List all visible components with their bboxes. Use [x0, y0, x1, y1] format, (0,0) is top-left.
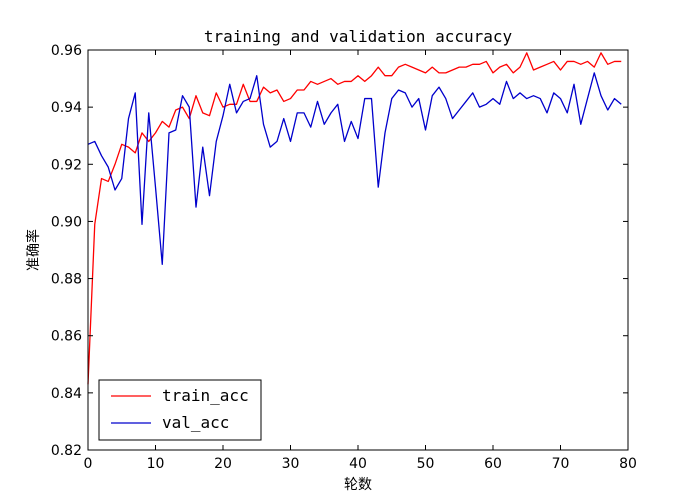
x-tick-label: 80 [619, 456, 637, 472]
legend-label-val-acc: val_acc [162, 413, 229, 432]
x-tick-label: 20 [214, 456, 232, 472]
x-tick-label: 0 [84, 456, 93, 472]
series-line-train-acc [87, 52, 622, 385]
y-tick-label: 0.86 [51, 329, 82, 345]
x-axis-label: 轮数 [344, 477, 372, 493]
y-tick-label: 0.88 [51, 272, 82, 288]
x-tick-label: 70 [552, 456, 570, 472]
x-tick-label: 50 [417, 456, 435, 472]
legend: train_acc val_acc [98, 379, 262, 441]
series-line-val-acc [87, 72, 622, 265]
x-tick-label: 30 [282, 456, 300, 472]
y-tick-label: 0.82 [51, 443, 82, 459]
x-tick-label: 60 [484, 456, 502, 472]
plot-frame [87, 49, 629, 451]
y-tick-label: 0.90 [51, 214, 82, 230]
series-layer [87, 52, 622, 385]
x-tick-label: 10 [147, 456, 165, 472]
ticks-layer: 0 10 20 30 40 50 60 70 80 0.82 0.84 0.86 0.88 0.90 0.9… [51, 43, 637, 472]
y-tick-label: 0.94 [51, 100, 82, 116]
y-tick-label: 0.96 [51, 43, 82, 59]
y-tick-label: 0.84 [51, 386, 82, 402]
x-tick-label: 40 [349, 456, 367, 472]
y-tick-label: 0.92 [51, 157, 82, 173]
y-axis-label: 准确率 [25, 229, 42, 271]
chart-title: training and validation accuracy [204, 27, 513, 46]
legend-box [98, 379, 262, 441]
legend-label-train-acc: train_acc [162, 386, 249, 405]
